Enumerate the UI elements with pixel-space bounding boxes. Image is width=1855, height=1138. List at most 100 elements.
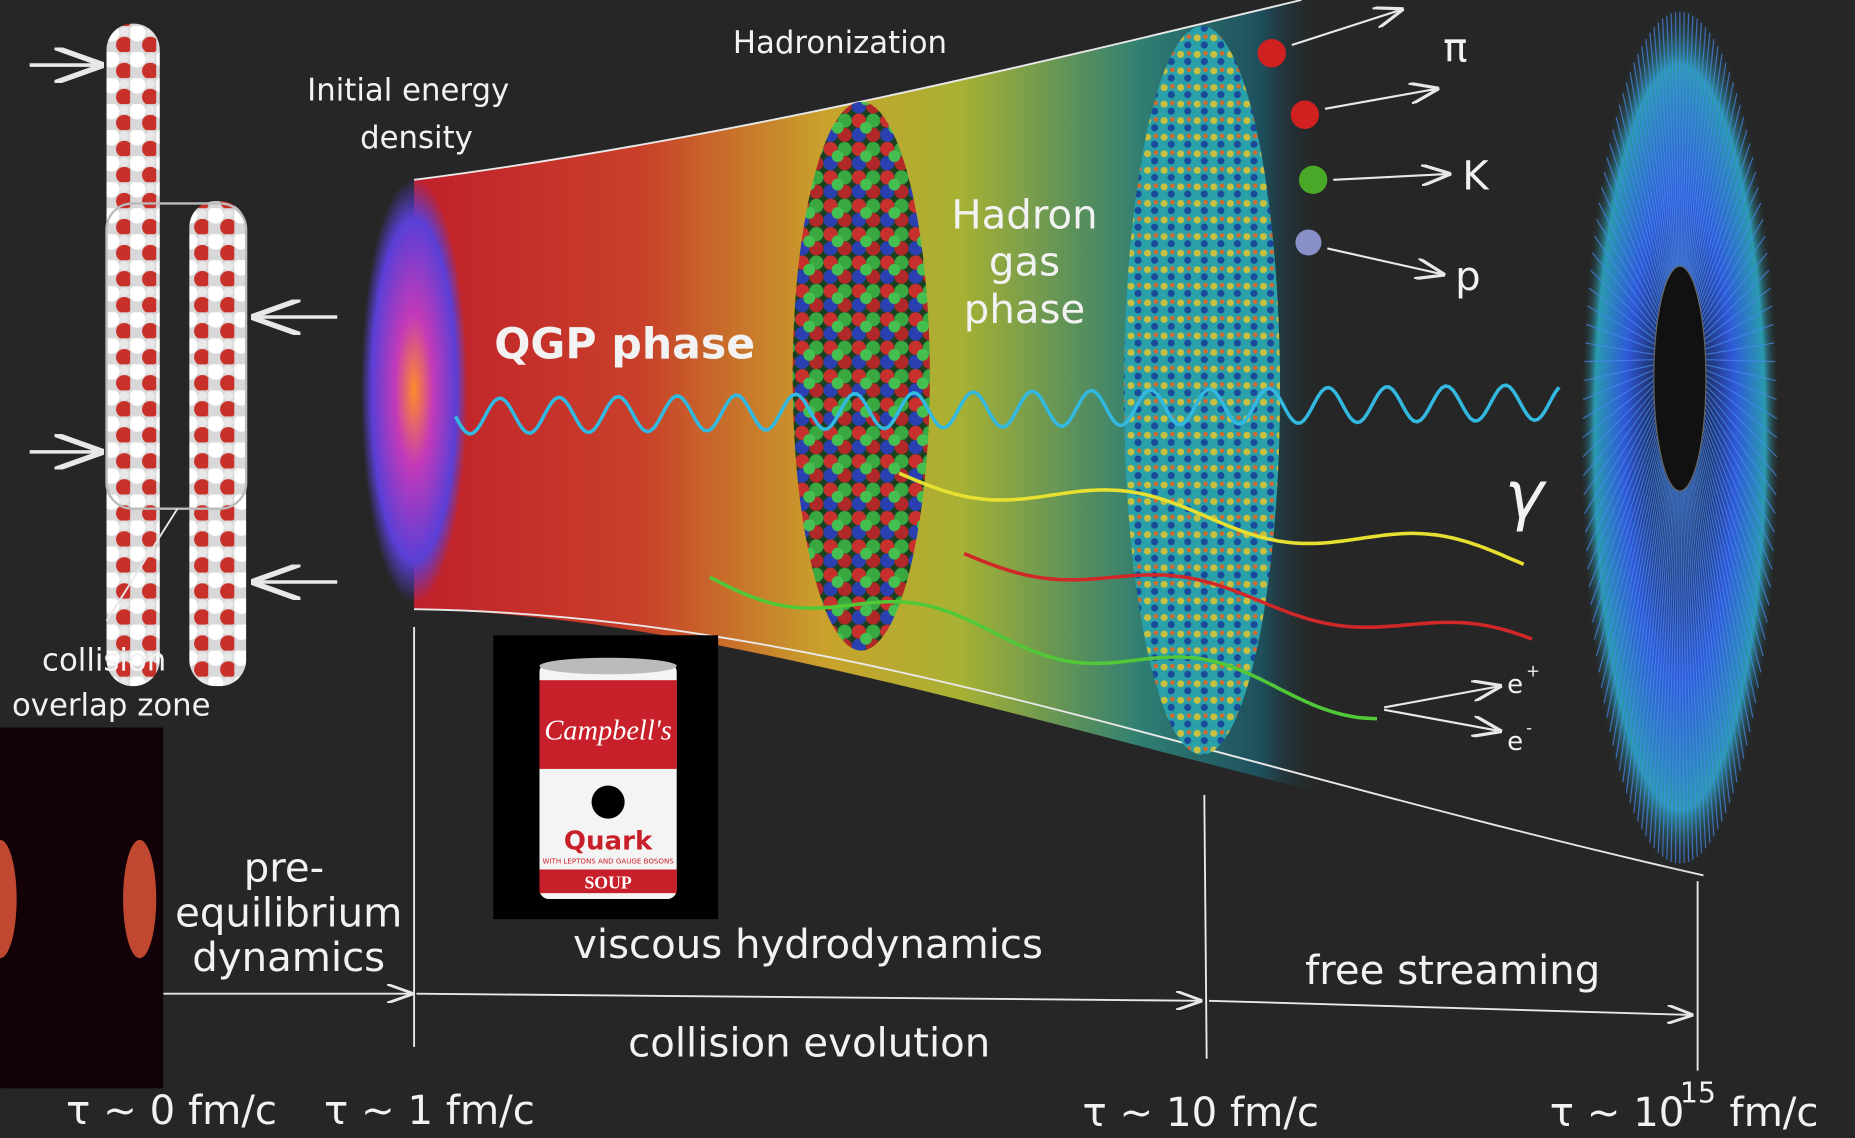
track: [1606, 448, 1663, 719]
track: [1618, 461, 1666, 771]
track: [1641, 46, 1672, 281]
track: [1588, 415, 1659, 588]
track: [1612, 129, 1665, 302]
track: [1702, 305, 1773, 347]
track: [1637, 474, 1671, 822]
particle-label: π: [1443, 26, 1467, 72]
particle-label: -: [1526, 718, 1532, 737]
track: [1698, 440, 1759, 689]
track: [1674, 484, 1680, 864]
track: [1615, 458, 1665, 759]
track: [1612, 455, 1665, 746]
track: [1682, 484, 1694, 860]
can-dot: [591, 785, 625, 819]
track: [1637, 53, 1671, 283]
track: [1645, 38, 1673, 279]
track: [1593, 235, 1660, 329]
track: [1692, 82, 1734, 290]
label: gas: [989, 240, 1060, 286]
label: free streaming: [1305, 948, 1600, 994]
track: [1618, 104, 1666, 296]
track: [1695, 129, 1748, 302]
track: [1588, 287, 1659, 342]
track: [1695, 455, 1748, 746]
track: [1702, 392, 1777, 496]
track: [1585, 406, 1658, 552]
track: [1603, 444, 1662, 704]
track: [1657, 22, 1676, 275]
track: [1690, 62, 1727, 285]
can-soup: SOUP: [584, 872, 631, 892]
track: [1701, 269, 1770, 338]
track: [1584, 401, 1658, 533]
track: [1684, 22, 1703, 275]
track: [1670, 484, 1679, 862]
track: [1699, 218, 1764, 325]
track: [1641, 476, 1672, 830]
track: [1684, 482, 1703, 853]
track: [1685, 27, 1707, 276]
hadron-blob: [792, 101, 930, 651]
time-label-exponent: 15: [1680, 1077, 1716, 1110]
freezeout-surface: [1123, 26, 1281, 755]
track: [1691, 72, 1731, 288]
track: [1693, 93, 1738, 293]
arrows: [29, 65, 338, 582]
particle-label: K: [1462, 153, 1490, 199]
track: [1700, 235, 1766, 329]
label: collision evolution: [628, 1020, 990, 1066]
time-label: τ ~ 10: [1550, 1090, 1685, 1136]
track: [1633, 62, 1670, 285]
track: [1691, 469, 1731, 804]
track: [1696, 452, 1751, 733]
label: Hadron: [951, 192, 1097, 238]
can-label: [539, 680, 677, 769]
label: overlap zone: [12, 688, 211, 724]
collision-nucleus: [123, 839, 157, 959]
track: [1699, 202, 1762, 321]
label: dynamics: [192, 935, 385, 981]
can-brand: Campbell's: [544, 715, 671, 746]
track: [1582, 387, 1657, 477]
track: [1703, 373, 1778, 420]
time-label: τ ~ 0 fm/c: [66, 1088, 277, 1134]
track: [1697, 444, 1757, 704]
detector-tracks: [1582, 11, 1778, 864]
collision-nucleus: [0, 839, 17, 959]
track: [1674, 12, 1680, 273]
track: [1702, 387, 1777, 477]
track: [1703, 363, 1777, 382]
track: [1653, 481, 1675, 849]
track: [1700, 428, 1766, 640]
track: [1666, 484, 1678, 860]
track: [1690, 472, 1727, 813]
track: [1681, 484, 1690, 862]
track: [1685, 481, 1707, 849]
track: [1697, 171, 1757, 313]
track: [1703, 368, 1777, 401]
particle-label: γ: [1505, 457, 1548, 534]
can-subtitle: WITH LEPTONS AND GAUGE BOSONS: [542, 857, 674, 866]
label: viscous hydrodynamics: [573, 922, 1043, 968]
track: [1596, 432, 1661, 657]
nucleus: [106, 23, 160, 687]
lepton-wave: [709, 575, 1378, 721]
track: [1583, 392, 1657, 496]
can-name: Quark: [564, 826, 653, 856]
track: [1694, 116, 1745, 299]
track: [1590, 420, 1659, 606]
photon-wave: [453, 383, 1561, 436]
track: [1694, 104, 1741, 296]
track: [1681, 13, 1690, 273]
track: [1622, 93, 1667, 293]
track: [1583, 363, 1657, 382]
label: collision: [42, 643, 166, 679]
label: pre-: [244, 845, 324, 891]
track: [1587, 411, 1658, 570]
label: QGP phase: [494, 319, 755, 369]
track: [1701, 411, 1773, 570]
track: [1699, 432, 1764, 657]
track: [1699, 437, 1762, 673]
track: [1586, 323, 1658, 351]
track: [1590, 269, 1659, 338]
